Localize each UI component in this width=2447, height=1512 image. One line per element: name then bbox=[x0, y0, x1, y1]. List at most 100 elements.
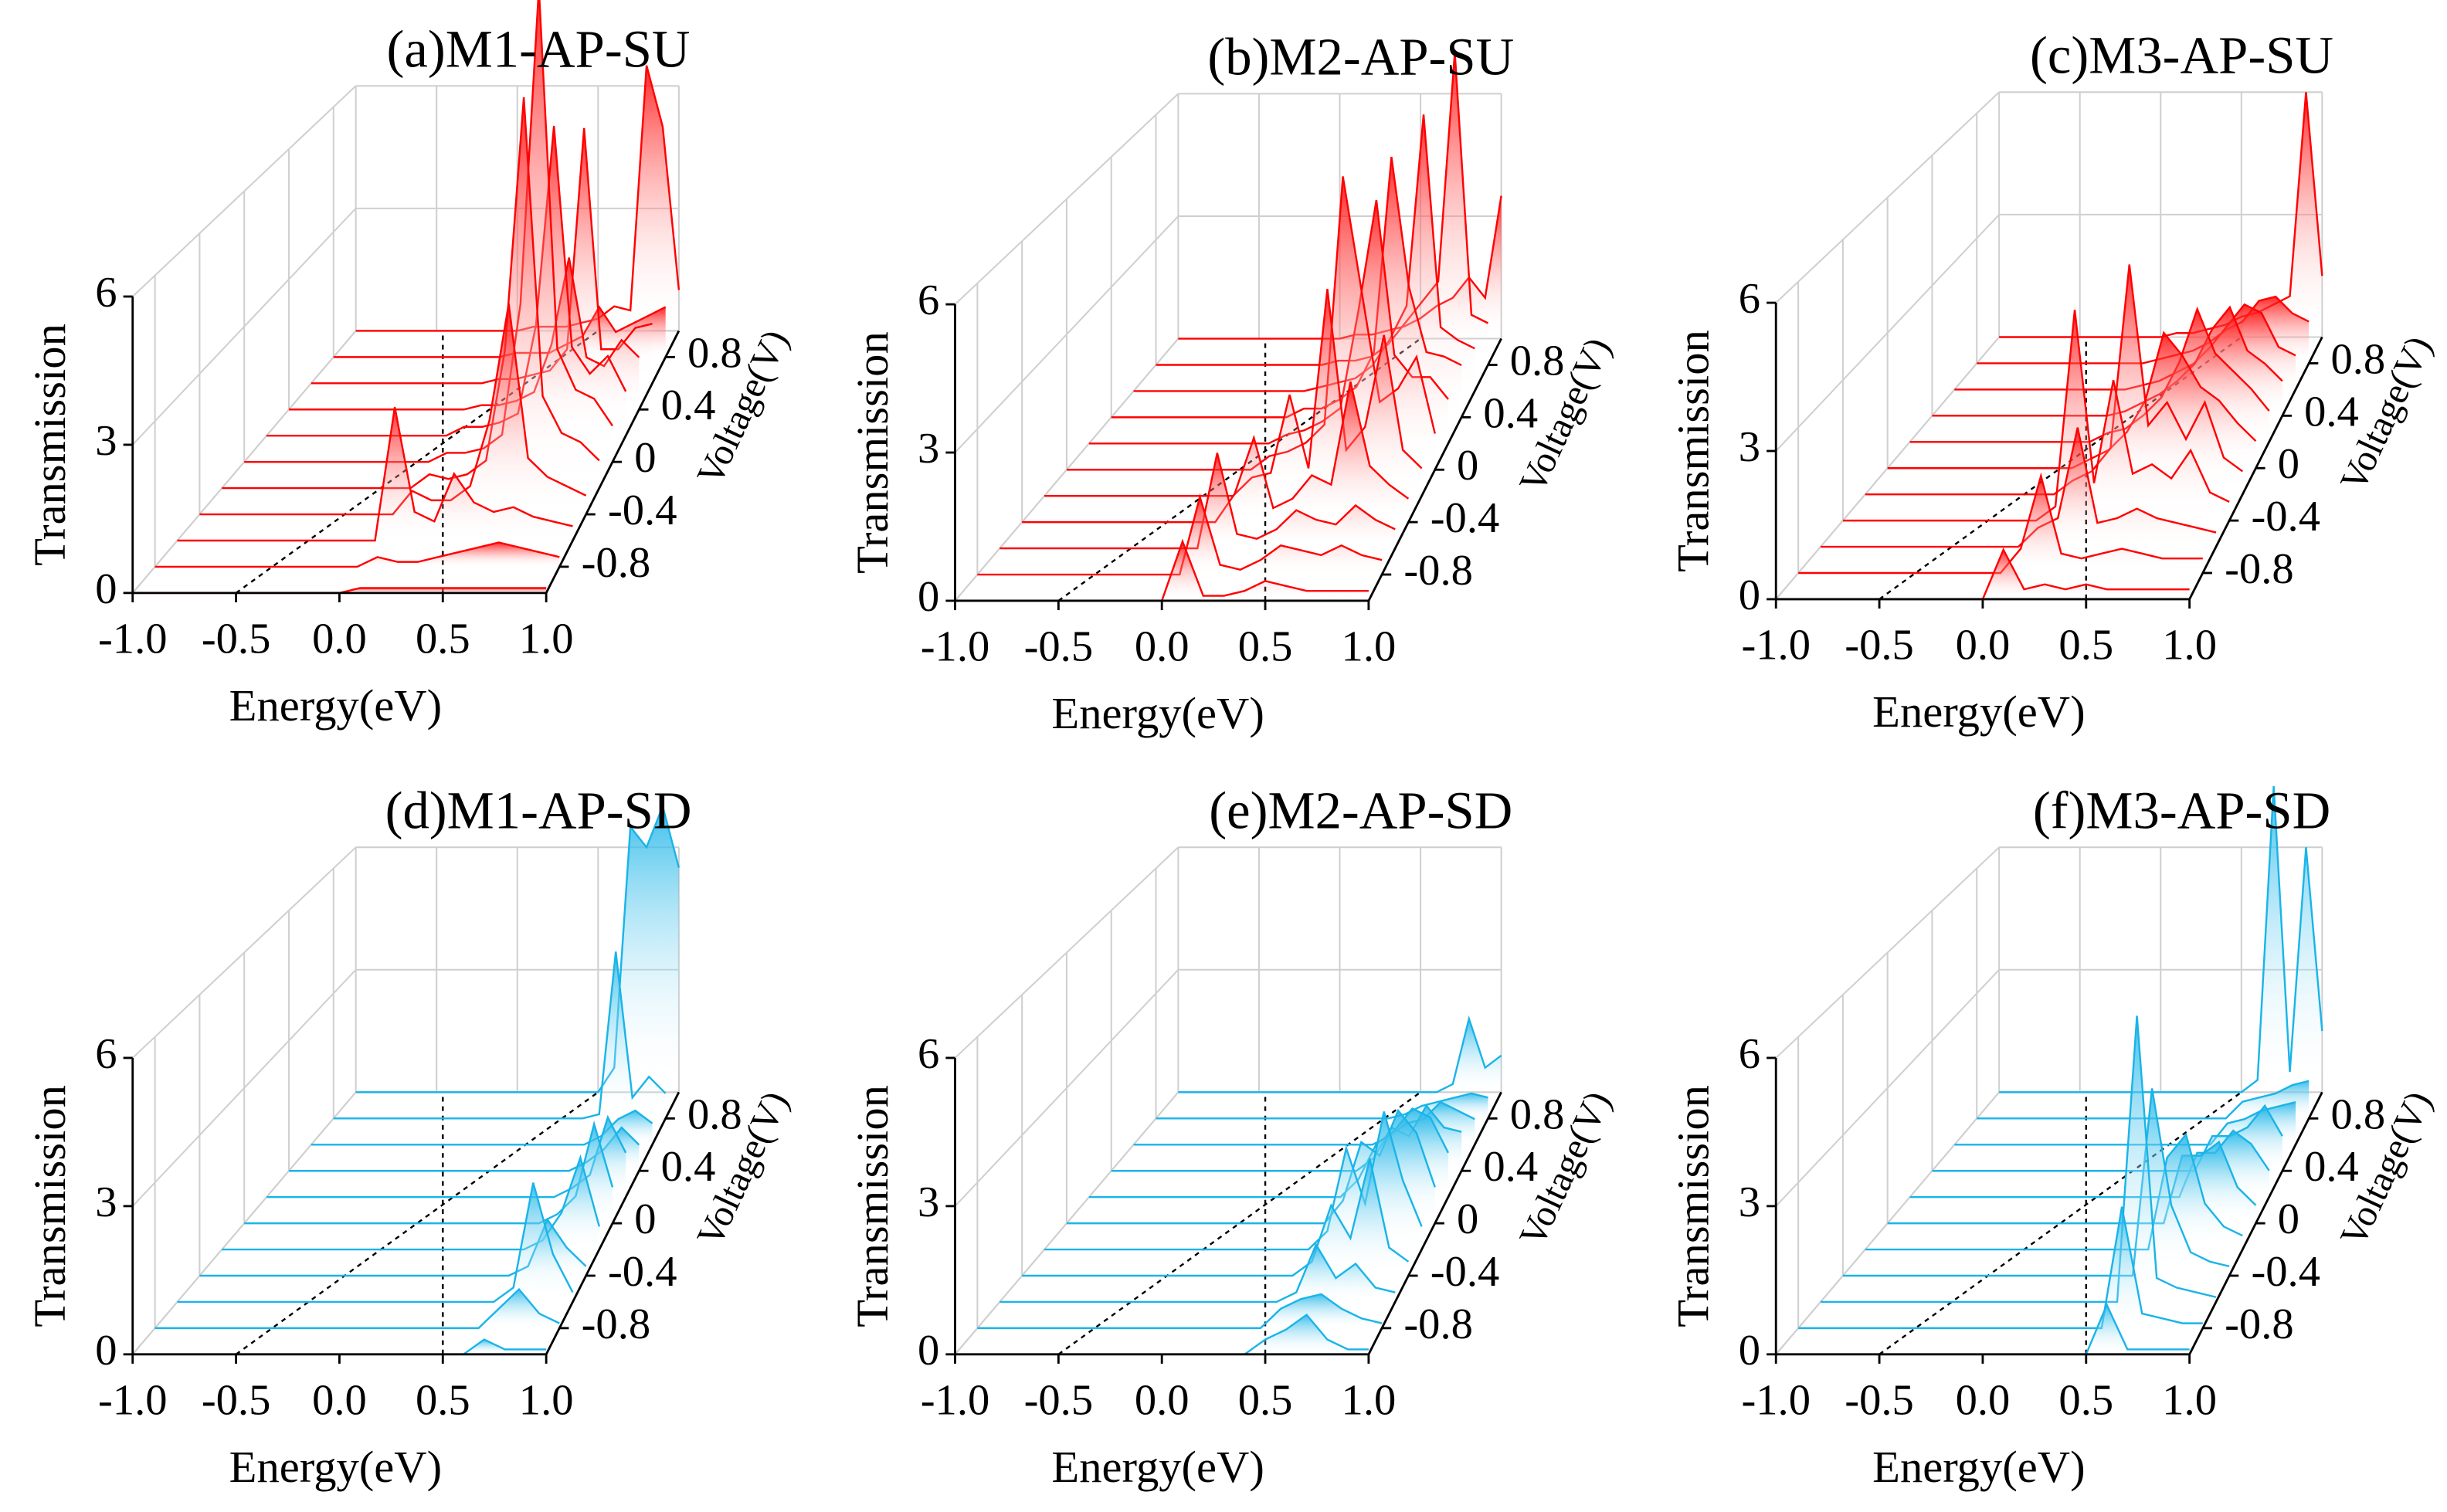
z-tick-label: 0.8 bbox=[2330, 1090, 2385, 1138]
z-tick-label: 0.8 bbox=[2330, 335, 2385, 383]
z-tick-label: 0.8 bbox=[1510, 1090, 1565, 1138]
x-tick-label: 0.0 bbox=[1135, 1376, 1190, 1424]
x-tick-label: 1.0 bbox=[2162, 1376, 2217, 1424]
curve-fill bbox=[333, 951, 666, 1119]
z-tick-label: 0.8 bbox=[1510, 337, 1565, 385]
x-tick-label: 1.0 bbox=[2162, 622, 2217, 670]
transmission-curve bbox=[266, 125, 627, 437]
transmission-curve bbox=[244, 0, 614, 463]
x-tick-label: -0.5 bbox=[1024, 623, 1094, 671]
z-tick-label: -0.8 bbox=[2225, 1300, 2294, 1348]
y-tick-label: 6 bbox=[1739, 275, 1760, 323]
transmission-curve bbox=[1954, 1101, 2296, 1146]
transmission-curve bbox=[1798, 1206, 2203, 1330]
transmission-curve bbox=[288, 257, 640, 411]
curve-fill bbox=[1022, 1158, 1409, 1276]
x-tick-label: -1.0 bbox=[1741, 1376, 1811, 1424]
x-axis-label: Energy(eV) bbox=[229, 680, 442, 731]
curve-fill bbox=[1798, 476, 2203, 574]
panel-title: (b)M2-AP-SU bbox=[1207, 28, 1514, 86]
x-tick-label: -0.5 bbox=[202, 615, 271, 663]
z-tick-label: 0.4 bbox=[1483, 389, 1538, 437]
z-tick-label: 0 bbox=[1457, 442, 1478, 490]
curve-fill bbox=[955, 541, 1369, 601]
curve-fill bbox=[1865, 1134, 2243, 1250]
y-tick-label: 6 bbox=[95, 269, 117, 317]
z-tick-label: 0 bbox=[634, 434, 656, 482]
x-tick-label: -0.5 bbox=[1845, 1376, 1914, 1424]
x-tick-label: -1.0 bbox=[98, 1376, 168, 1424]
curve-fill bbox=[1842, 1088, 2230, 1276]
x-tick-label: 0.5 bbox=[416, 615, 470, 663]
curve-fill bbox=[1000, 1244, 1396, 1302]
x-tick-label: -1.0 bbox=[98, 615, 168, 663]
y-tick-label: 0 bbox=[95, 565, 117, 613]
y-axis-label: Transmission bbox=[1668, 1085, 1719, 1327]
panel-title: (c)M3-AP-SU bbox=[2030, 26, 2333, 85]
transmission-curve bbox=[177, 1182, 574, 1304]
curve-fill bbox=[1044, 289, 1422, 497]
transmission-curve bbox=[1865, 264, 2244, 496]
y-axis-label: Transmission bbox=[847, 1085, 898, 1327]
transmission-curve bbox=[1088, 199, 1449, 445]
z-tick-label: 0 bbox=[634, 1195, 656, 1243]
curve-fill bbox=[1798, 1206, 2203, 1328]
y-axis-label: Transmission bbox=[1668, 330, 1719, 572]
x-tick-label: 0.5 bbox=[416, 1376, 470, 1424]
x-tick-label: 0.0 bbox=[1956, 1376, 2011, 1424]
z-tick-label: 0.4 bbox=[2304, 388, 2359, 436]
transmission-curve bbox=[1865, 1132, 2243, 1251]
transmission-curve bbox=[1133, 114, 1475, 392]
curve-fill bbox=[132, 1339, 547, 1354]
transmission-curve bbox=[1842, 1088, 2230, 1277]
curve-fill bbox=[132, 588, 547, 593]
curve-fill bbox=[1022, 381, 1409, 523]
curve-fill bbox=[177, 1182, 573, 1302]
z-tick-label: 0.4 bbox=[1483, 1143, 1538, 1191]
y-tick-label: 0 bbox=[918, 573, 939, 621]
z-tick-label: -0.4 bbox=[2251, 1248, 2320, 1296]
panel-title: (a)M1-AP-SU bbox=[387, 20, 691, 79]
x-tick-label: 1.0 bbox=[519, 1376, 574, 1424]
y-axis-label: Transmission bbox=[25, 324, 75, 566]
z-tick-label: 0.8 bbox=[687, 1090, 742, 1138]
x-tick-label: -0.5 bbox=[202, 1376, 271, 1424]
y-tick-label: 3 bbox=[918, 425, 939, 473]
z-tick-label: -0.8 bbox=[1403, 547, 1473, 595]
x-tick-label: 0.0 bbox=[312, 615, 367, 663]
y-tick-label: 0 bbox=[1739, 1327, 1760, 1375]
z-tick-label: -0.8 bbox=[582, 539, 651, 587]
z-tick-label: 0.8 bbox=[687, 329, 742, 377]
transmission-curve bbox=[1999, 785, 2323, 1093]
x-tick-label: 0.5 bbox=[1238, 623, 1293, 671]
transmission-curve bbox=[1044, 1111, 1423, 1251]
transmission-curve bbox=[1887, 1141, 2257, 1225]
curve-fill bbox=[977, 1293, 1383, 1328]
transmission-curve bbox=[1156, 1092, 1488, 1120]
z-tick-label: 0.4 bbox=[661, 381, 716, 429]
transmission-curve bbox=[177, 406, 573, 542]
transmission-curve bbox=[1821, 427, 2217, 548]
curve-fill bbox=[977, 497, 1383, 575]
x-tick-label: 0.5 bbox=[1238, 1376, 1293, 1424]
y-tick-label: 3 bbox=[1739, 1178, 1760, 1226]
x-tick-label: 0.5 bbox=[2058, 622, 2113, 670]
curve-fill bbox=[154, 1289, 560, 1328]
y-tick-label: 3 bbox=[95, 1178, 117, 1226]
transmission-curve bbox=[1066, 1108, 1436, 1225]
y-axis-label: Transmission bbox=[847, 331, 898, 574]
curve-fill bbox=[1178, 1019, 1502, 1093]
x-tick-label: -0.5 bbox=[1845, 622, 1914, 670]
x-tick-label: 1.0 bbox=[1342, 1376, 1397, 1424]
transmission-curve bbox=[1977, 295, 2310, 364]
transmission-curve bbox=[333, 951, 667, 1120]
y-tick-label: 6 bbox=[918, 1030, 939, 1078]
x-axis-label: Energy(eV) bbox=[1872, 1442, 2085, 1492]
y-tick-label: 0 bbox=[1739, 571, 1760, 619]
x-tick-label: 0.5 bbox=[2058, 1376, 2113, 1424]
x-tick-label: -1.0 bbox=[921, 1376, 990, 1424]
transmission-curve bbox=[1022, 1158, 1410, 1277]
curve-fill bbox=[1156, 52, 1488, 365]
transmission-curve bbox=[154, 541, 560, 568]
